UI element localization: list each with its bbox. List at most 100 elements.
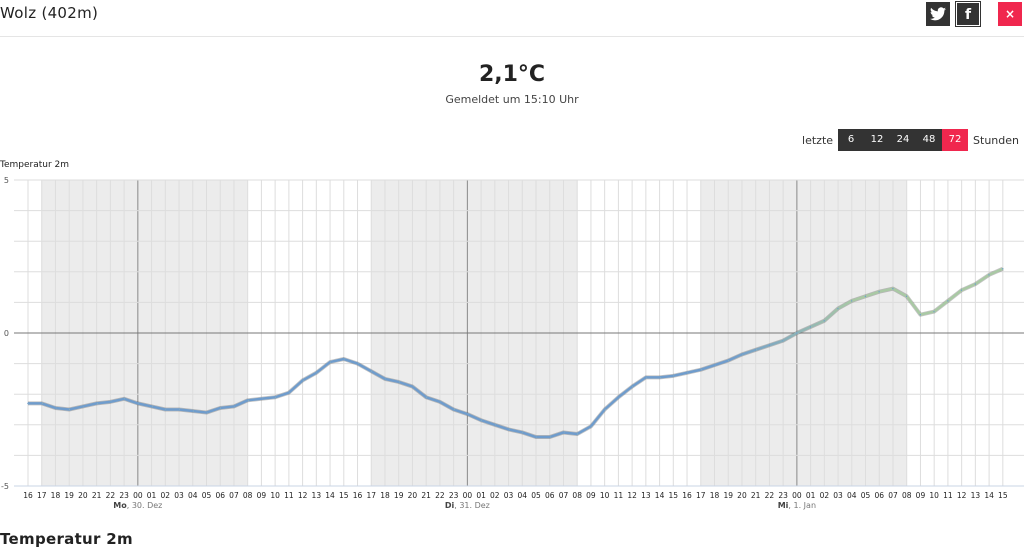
data-point bbox=[452, 408, 455, 411]
x-tick-label: 02 bbox=[490, 491, 500, 500]
x-tick-label: 00 bbox=[133, 491, 143, 500]
data-point bbox=[82, 405, 84, 408]
x-tick-label: 14 bbox=[655, 491, 665, 500]
data-point bbox=[672, 375, 675, 377]
data-point bbox=[878, 290, 881, 293]
data-point bbox=[40, 402, 43, 405]
data-point bbox=[137, 402, 139, 405]
x-tick-label: 13 bbox=[641, 491, 651, 500]
data-point bbox=[521, 431, 524, 434]
x-tick-label: 20 bbox=[78, 491, 88, 500]
data-point bbox=[95, 402, 98, 405]
x-tick-label: 05 bbox=[861, 491, 871, 500]
reported-time: Gemeldet um 15:10 Uhr bbox=[445, 93, 579, 106]
x-tick-label: 03 bbox=[504, 491, 514, 500]
data-point bbox=[782, 339, 784, 342]
x-tick-label: 04 bbox=[188, 491, 198, 500]
data-point bbox=[191, 410, 194, 412]
data-point bbox=[54, 407, 57, 409]
data-point bbox=[919, 313, 922, 316]
x-tick-label: 07 bbox=[888, 491, 898, 500]
data-point bbox=[590, 425, 592, 428]
data-point bbox=[68, 408, 70, 411]
data-point bbox=[397, 381, 400, 383]
data-point bbox=[864, 295, 867, 298]
x-tick-label: 00 bbox=[792, 491, 802, 500]
x-tick-label: 21 bbox=[421, 491, 431, 500]
x-tick-label: 08 bbox=[572, 491, 582, 500]
x-tick-label: 06 bbox=[545, 491, 555, 500]
data-point bbox=[933, 310, 935, 313]
x-tick-label: 06 bbox=[215, 491, 225, 500]
facebook-icon: f bbox=[964, 7, 972, 23]
data-point bbox=[727, 359, 730, 362]
x-tick-label: 05 bbox=[531, 491, 541, 500]
data-point bbox=[768, 344, 771, 347]
range-option-12[interactable]: 12 bbox=[870, 134, 884, 145]
data-point bbox=[617, 396, 620, 399]
x-tick-label: 12 bbox=[627, 491, 637, 500]
station-title: Wolz (402m) bbox=[0, 4, 99, 22]
data-point bbox=[425, 396, 427, 399]
data-point bbox=[713, 364, 716, 366]
data-point bbox=[411, 385, 414, 388]
x-tick-label: 05 bbox=[202, 491, 212, 500]
data-point bbox=[164, 408, 167, 411]
data-point bbox=[109, 401, 112, 403]
x-tick-label: 21 bbox=[751, 491, 761, 500]
x-tick-label: 11 bbox=[284, 491, 294, 500]
data-point bbox=[892, 287, 894, 290]
data-point bbox=[947, 300, 949, 302]
x-tick-label: 12 bbox=[957, 491, 967, 500]
range-option-6[interactable]: 6 bbox=[847, 134, 855, 145]
range-option-72[interactable]: 72 bbox=[942, 129, 969, 151]
x-tick-label: 03 bbox=[174, 491, 184, 500]
x-tick-label: 14 bbox=[984, 491, 994, 500]
x-tick-label: 20 bbox=[408, 491, 418, 500]
data-point bbox=[384, 378, 386, 380]
data-point bbox=[741, 353, 743, 356]
data-point bbox=[686, 371, 688, 374]
x-tick-label: 17 bbox=[366, 491, 376, 500]
time-range-selector: letzte 6 12 24 48 72 Stunden bbox=[797, 129, 1024, 151]
data-point bbox=[974, 283, 977, 285]
data-point bbox=[439, 401, 441, 403]
data-point bbox=[576, 433, 578, 435]
x-tick-label: 04 bbox=[518, 491, 528, 500]
x-tick-label: 09 bbox=[257, 491, 267, 500]
data-point bbox=[507, 428, 510, 431]
data-point bbox=[796, 332, 798, 334]
data-point bbox=[274, 396, 276, 399]
data-point bbox=[1002, 267, 1004, 270]
x-tick-label: 19 bbox=[394, 491, 404, 500]
data-point bbox=[837, 307, 839, 310]
x-tick-label: 02 bbox=[820, 491, 830, 500]
data-point bbox=[315, 371, 318, 374]
x-tick-label: 14 bbox=[325, 491, 335, 500]
x-tick-label: 20 bbox=[737, 491, 747, 500]
x-tick-label: 08 bbox=[902, 491, 912, 500]
data-point bbox=[631, 385, 633, 388]
x-tick-label: 15 bbox=[998, 491, 1008, 500]
close-button[interactable]: × bbox=[998, 2, 1022, 26]
x-tick-label: 19 bbox=[64, 491, 74, 500]
chart-title: Temperatur 2m bbox=[0, 160, 70, 170]
facebook-share-button[interactable]: f bbox=[955, 1, 981, 27]
x-tick-label: 18 bbox=[710, 491, 720, 500]
data-point bbox=[219, 407, 222, 409]
x-tick-label: 16 bbox=[353, 491, 363, 500]
temperature-line bbox=[28, 267, 1004, 439]
day-label: Di, 31. Dez bbox=[445, 501, 490, 510]
x-tick-label: 07 bbox=[559, 491, 569, 500]
range-option-48[interactable]: 48 bbox=[922, 134, 936, 145]
x-tick-label: 10 bbox=[270, 491, 280, 500]
data-point bbox=[645, 376, 647, 379]
range-option-24[interactable]: 24 bbox=[896, 134, 910, 145]
data-point bbox=[329, 361, 331, 363]
day-label: Mi, 1. Jan bbox=[778, 501, 816, 510]
data-point bbox=[123, 397, 125, 400]
data-point bbox=[809, 326, 812, 328]
x-tick-label: 17 bbox=[37, 491, 47, 500]
data-point bbox=[466, 413, 469, 415]
twitter-share-button[interactable] bbox=[926, 2, 950, 26]
